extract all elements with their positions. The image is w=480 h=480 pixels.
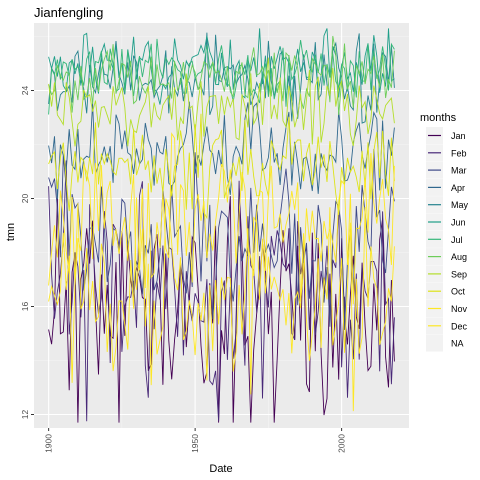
series-line-jan: [48, 188, 395, 423]
legend-label-dec: Dec: [451, 321, 468, 331]
legend-label-mar: Mar: [451, 166, 467, 176]
y-axis-ticks: 12 16 20 24: [20, 86, 34, 420]
legend-label-jul: Jul: [451, 235, 463, 245]
series-line-sep: [48, 57, 395, 147]
x-tick-label: 1900: [44, 434, 54, 453]
y-tick-label: 12: [20, 410, 30, 420]
legend-label-sep: Sep: [451, 269, 467, 279]
y-tick-label: 24: [20, 86, 30, 96]
legend-title: months: [420, 112, 457, 124]
legend-label-aug: Aug: [451, 252, 467, 262]
x-tick-label: 2000: [337, 434, 347, 453]
legend-key-na: [426, 334, 443, 352]
x-tick-label: 1950: [190, 434, 200, 453]
chart-title: Jianfengling: [34, 5, 103, 20]
y-axis-title: tmn: [5, 223, 17, 241]
legend-label-na: NA: [451, 339, 464, 349]
series-line-nov: [48, 132, 395, 305]
legend-label-jan: Jan: [451, 131, 466, 141]
legend-label-jun: Jun: [451, 218, 466, 228]
series-line-oct: [48, 113, 395, 220]
series-line-aug: [48, 35, 395, 115]
x-axis-ticks: 1900 1950 2000: [44, 428, 347, 453]
y-tick-label: 16: [20, 302, 30, 312]
y-tick-label: 20: [20, 194, 30, 204]
series-line-dec: [48, 197, 395, 412]
x-axis-title: Date: [209, 463, 232, 475]
legend-label-may: May: [451, 200, 469, 210]
legend-label-nov: Nov: [451, 304, 468, 314]
series-lines: [48, 28, 395, 423]
legend-label-apr: Apr: [451, 183, 465, 193]
legend-label-feb: Feb: [451, 148, 467, 158]
legend-label-oct: Oct: [451, 287, 466, 297]
legend: months Jan Feb Mar Apr May Jun Jul Aug Sep Oct Nov…: [420, 112, 469, 352]
